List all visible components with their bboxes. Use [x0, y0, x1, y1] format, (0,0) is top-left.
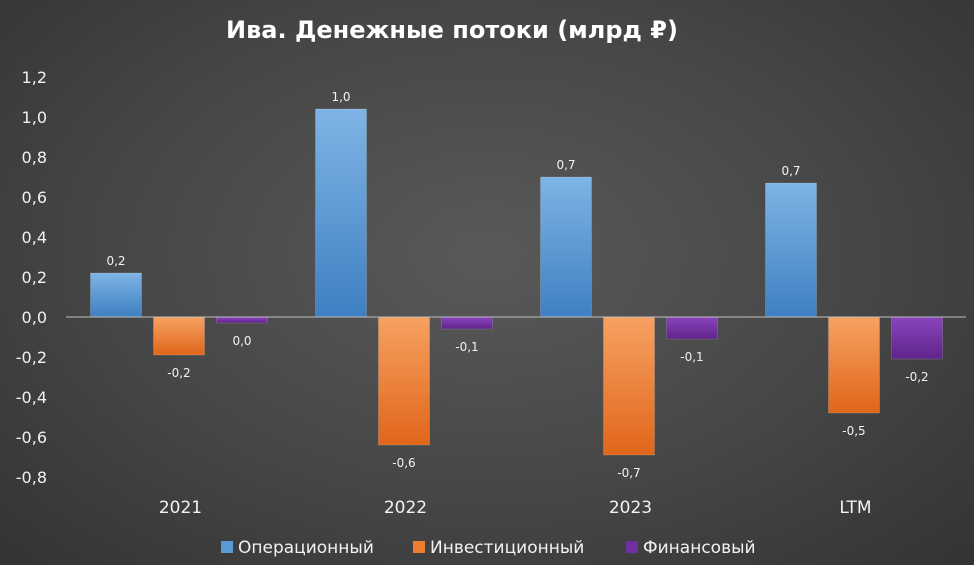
data-label-financing-ltm: -0,2	[905, 370, 928, 384]
data-label-financing-2021: 0,0	[232, 334, 251, 348]
y-tick-label: -0,8	[16, 468, 47, 487]
legend-swatch-operating	[221, 541, 233, 553]
data-label-investing-2021: -0,2	[167, 366, 190, 380]
x-tick-label: 2023	[609, 498, 652, 518]
bar-financing-2023	[666, 316, 718, 340]
y-tick-label: -0,2	[16, 348, 47, 367]
x-tick-label: 2021	[159, 498, 202, 518]
bars	[90, 108, 943, 456]
y-tick-label: 0,6	[22, 188, 47, 207]
legend-label-investing: Инвестиционный	[430, 538, 584, 558]
data-label-operating-2023: 0,7	[556, 158, 575, 172]
legend-label-operating: Операционный	[238, 538, 374, 558]
y-tick-label: -0,6	[16, 428, 47, 447]
data-label-investing-2022: -0,6	[392, 456, 415, 470]
y-tick-label: 0,4	[22, 228, 47, 247]
bar-operating-2021	[90, 272, 142, 318]
bar-investing-2021	[153, 316, 205, 356]
x-tick-label: LTM	[839, 498, 871, 518]
x-axis: 2021 2022 2023 LTM	[159, 498, 872, 518]
bar-investing-ltm	[828, 316, 880, 414]
bar-operating-2023	[540, 176, 592, 318]
y-tick-label: 0,0	[22, 308, 47, 327]
bar-financing-2022	[441, 316, 493, 330]
bar-financing-2021	[216, 316, 268, 324]
data-label-financing-2023: -0,1	[680, 350, 703, 364]
legend: Операционный Инвестиционный Финансовый	[221, 538, 756, 558]
y-tick-label: 0,2	[22, 268, 47, 287]
legend-label-financing: Финансовый	[643, 538, 756, 558]
legend-swatch-investing	[413, 541, 425, 553]
data-label-investing-2023: -0,7	[617, 466, 640, 480]
y-tick-label: 0,8	[22, 148, 47, 167]
data-labels: 0,2 1,0 0,7 0,7 -0,2 -0,6 -0,7 -0,5 0,0 -0,1 -0,1 -…	[106, 90, 928, 480]
data-label-investing-ltm: -0,5	[842, 424, 865, 438]
data-label-operating-2022: 1,0	[331, 90, 350, 104]
y-tick-label: 1,2	[22, 68, 47, 87]
legend-swatch-financing	[626, 541, 638, 553]
y-axis: 1,2 1,0 0,8 0,6 0,4 0,2 0,0 -0,2 -0,4 -0,6 -0,8	[16, 68, 47, 487]
bar-operating-2022	[315, 108, 367, 318]
data-label-operating-2021: 0,2	[106, 254, 125, 268]
bar-investing-2022	[378, 316, 430, 446]
y-tick-label: 1,0	[22, 108, 47, 127]
bar-operating-ltm	[765, 182, 817, 318]
bar-investing-2023	[603, 316, 655, 456]
y-tick-label: -0,4	[16, 388, 47, 407]
data-label-operating-ltm: 0,7	[781, 164, 800, 178]
bar-financing-ltm	[891, 316, 943, 360]
chart-title: Ива. Денежные потоки (млрд ₽)	[226, 16, 678, 44]
data-label-financing-2022: -0,1	[455, 340, 478, 354]
x-tick-label: 2022	[384, 498, 427, 518]
